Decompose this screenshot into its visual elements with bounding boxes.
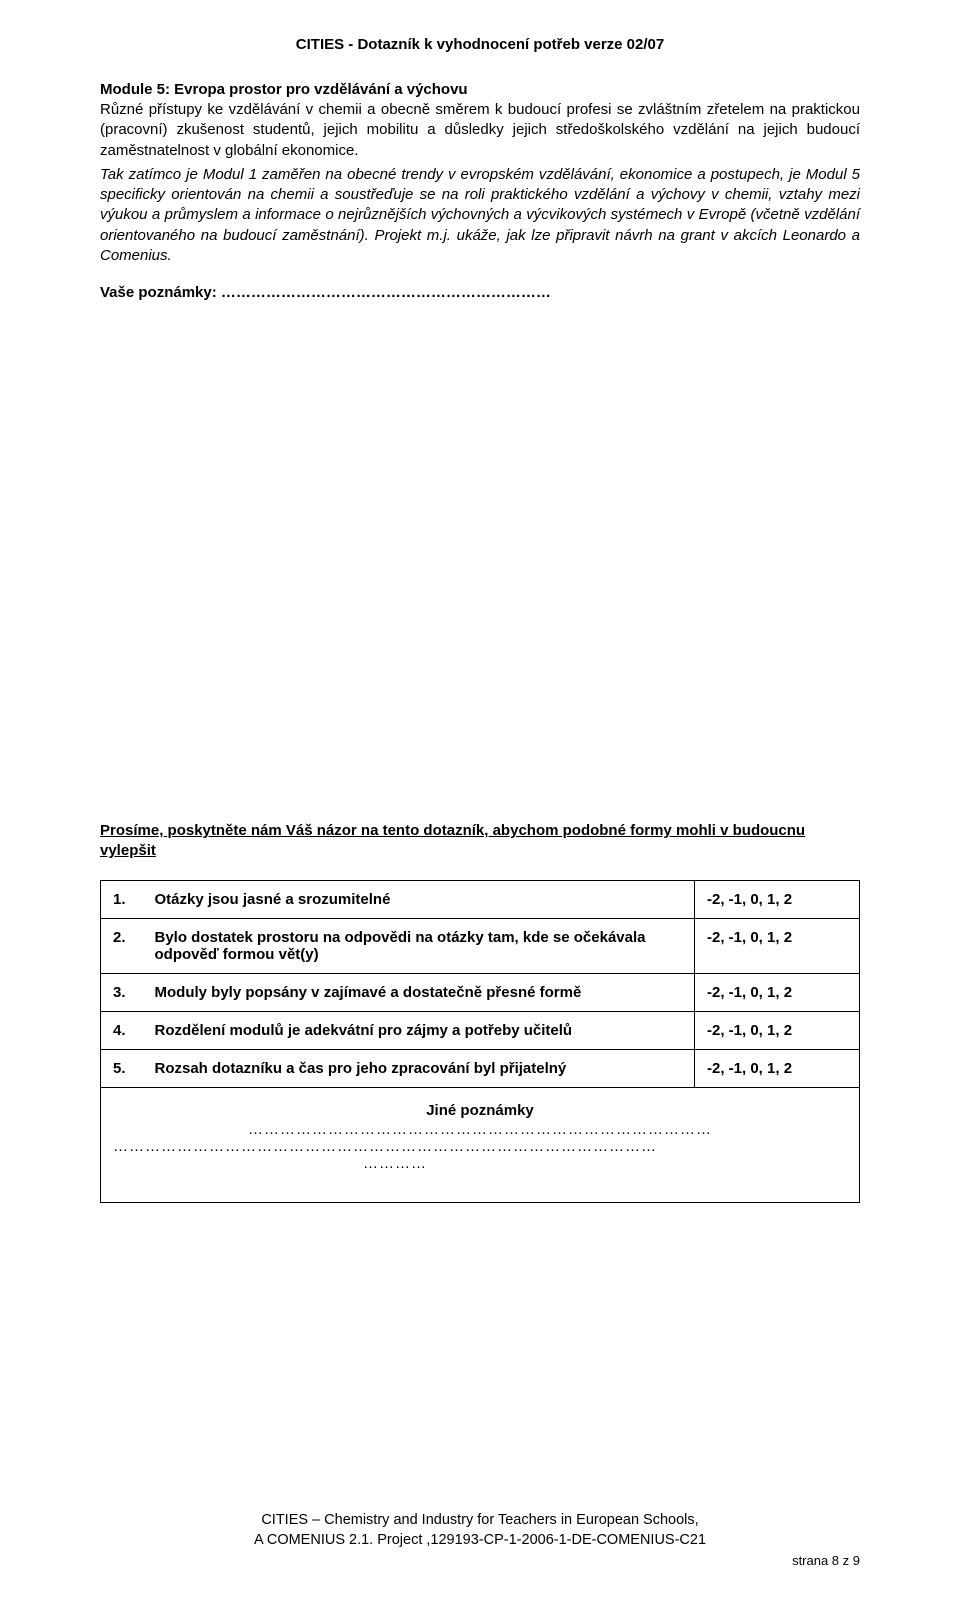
module-body: Různé přístupy ke vzdělávání v chemii a … <box>100 100 860 161</box>
table-row: 5. Rozsah dotazníku a čas pro jeho zprac… <box>101 1049 860 1087</box>
table-row: 3. Moduly byly popsány v zajímavé a dost… <box>101 973 860 1011</box>
question-text: Bylo dostatek prostoru na odpovědi na ot… <box>143 918 695 973</box>
question-text: Otázky jsou jasné a srozumitelné <box>143 880 695 918</box>
other-notes-dots: ………… <box>363 1155 847 1172</box>
footer-line1: CITIES – Chemistry and Industry for Teac… <box>100 1511 860 1531</box>
document-header: CITIES - Dotazník k vyhodnocení potřeb v… <box>100 36 860 53</box>
table-row: 1. Otázky jsou jasné a srozumitelné -2, … <box>101 880 860 918</box>
feedback-table: 1. Otázky jsou jasné a srozumitelné -2, … <box>100 880 860 1203</box>
module-italic: Tak zatímco je Modul 1 zaměřen na obecné… <box>100 165 860 266</box>
question-number: 5. <box>101 1049 143 1087</box>
module-title: Module 5: Evropa prostor pro vzdělávání … <box>100 81 860 98</box>
other-notes-cell: Jiné poznámky ……………………………………………………………………… <box>101 1087 860 1202</box>
table-row-other: Jiné poznámky ……………………………………………………………………… <box>101 1087 860 1202</box>
feedback-heading: Prosíme, poskytněte nám Váš názor na ten… <box>100 821 860 862</box>
footer-line2: A COMENIUS 2.1. Project ,129193-CP-1-200… <box>100 1531 860 1551</box>
question-text: Moduly byly popsány v zajímavé a dostate… <box>143 973 695 1011</box>
page-number: strana 8 z 9 <box>100 1552 860 1570</box>
question-scale: -2, -1, 0, 1, 2 <box>695 1011 860 1049</box>
notes-label: Vaše poznámky: ………………………………………………………… <box>100 284 860 301</box>
question-number: 1. <box>101 880 143 918</box>
question-number: 2. <box>101 918 143 973</box>
question-scale: -2, -1, 0, 1, 2 <box>695 880 860 918</box>
other-notes-dots: …………………………………………………………………………… <box>113 1121 847 1138</box>
question-text: Rozdělení modulů je adekvátní pro zájmy … <box>143 1011 695 1049</box>
question-number: 3. <box>101 973 143 1011</box>
table-row: 4. Rozdělení modulů je adekvátní pro záj… <box>101 1011 860 1049</box>
other-notes-label: Jiné poznámky <box>113 1102 847 1119</box>
question-text: Rozsah dotazníku a čas pro jeho zpracová… <box>143 1049 695 1087</box>
question-number: 4. <box>101 1011 143 1049</box>
page-footer: CITIES – Chemistry and Industry for Teac… <box>100 1511 860 1570</box>
question-scale: -2, -1, 0, 1, 2 <box>695 1049 860 1087</box>
other-notes-dots: ………………………………………………………………………………………… <box>113 1138 847 1155</box>
question-scale: -2, -1, 0, 1, 2 <box>695 918 860 973</box>
question-scale: -2, -1, 0, 1, 2 <box>695 973 860 1011</box>
table-row: 2. Bylo dostatek prostoru na odpovědi na… <box>101 918 860 973</box>
